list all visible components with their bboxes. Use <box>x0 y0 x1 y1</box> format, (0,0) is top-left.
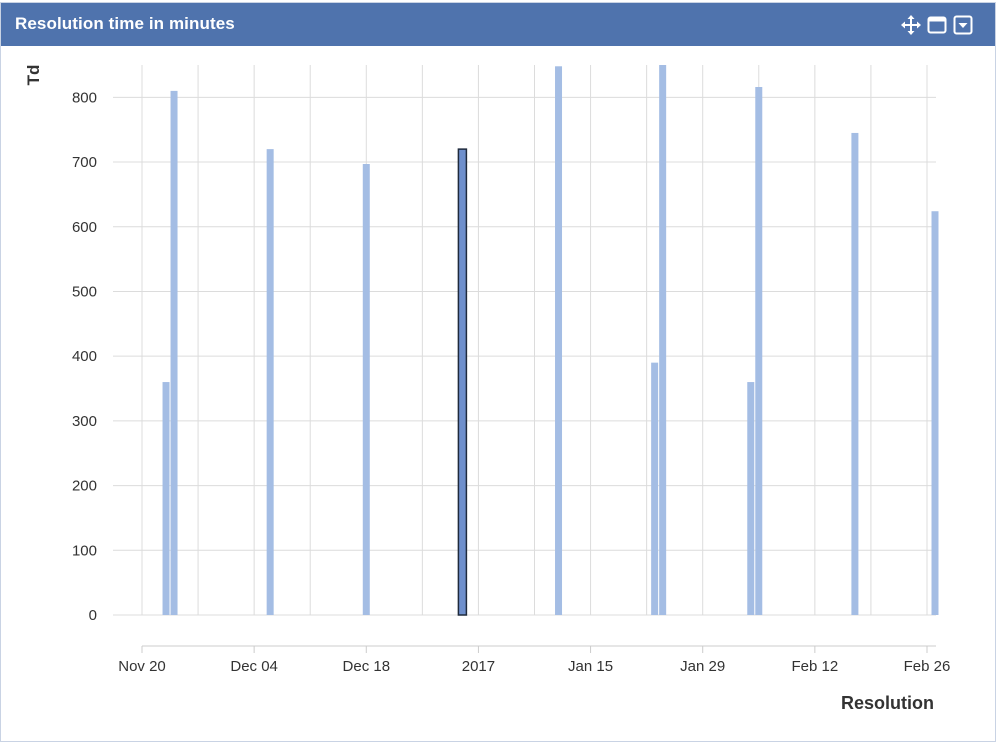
y-axis: 0 100 200 300 400 500 600 700 800 <box>72 89 97 624</box>
x-tick-label: Dec 04 <box>230 658 278 675</box>
maximize-icon[interactable] <box>927 15 947 35</box>
move-icon[interactable] <box>901 15 921 35</box>
y-tick-label: 600 <box>72 219 97 236</box>
y-tick-label: 300 <box>72 413 97 430</box>
bar[interactable] <box>931 211 939 615</box>
grid <box>113 65 936 616</box>
bar[interactable] <box>851 132 859 616</box>
bar[interactable] <box>162 382 170 615</box>
y-tick-label: 200 <box>72 478 97 495</box>
y-tick-label: 400 <box>72 348 97 365</box>
y-tick-label: 500 <box>72 283 97 300</box>
bars <box>162 65 939 616</box>
x-tick-label: 2017 <box>462 658 495 675</box>
x-tick-label: Jan 29 <box>680 658 725 675</box>
y-axis-label: Td <box>24 65 43 86</box>
x-tick-label: Nov 20 <box>118 658 166 675</box>
header-toolbar <box>901 15 973 35</box>
x-tick-label: Dec 18 <box>343 658 391 675</box>
x-axis: Nov 20 Dec 04 Dec 18 2017 Jan 15 Jan 29 Feb 12… <box>118 645 951 675</box>
bar[interactable] <box>755 87 763 615</box>
chart-area: 0 100 200 300 400 500 600 700 800 Nov 20 Dec 04 De… <box>1 47 997 743</box>
y-tick-label: 800 <box>72 89 97 106</box>
y-tick-label: 700 <box>72 154 97 171</box>
bar[interactable] <box>362 164 370 615</box>
panel-title: Resolution time in minutes <box>15 14 235 33</box>
bar[interactable] <box>266 149 274 615</box>
bar[interactable] <box>747 382 755 615</box>
x-tick-label: Feb 26 <box>904 658 951 675</box>
bar[interactable] <box>555 66 563 615</box>
x-tick-label: Jan 15 <box>568 658 613 675</box>
panel-header: Resolution time in minutes <box>1 3 995 46</box>
bar-chart: 0 100 200 300 400 500 600 700 800 Nov 20 Dec 04 De… <box>24 65 951 713</box>
y-tick-label: 0 <box>89 607 97 624</box>
y-tick-label: 100 <box>72 542 97 559</box>
x-axis-label: Resolution <box>841 693 934 713</box>
bar[interactable] <box>170 90 178 616</box>
x-tick-label: Feb 12 <box>791 658 838 675</box>
bar[interactable] <box>651 362 659 615</box>
bar[interactable] <box>659 65 667 615</box>
dropdown-icon[interactable] <box>953 15 973 35</box>
bar-selected[interactable] <box>457 148 468 616</box>
